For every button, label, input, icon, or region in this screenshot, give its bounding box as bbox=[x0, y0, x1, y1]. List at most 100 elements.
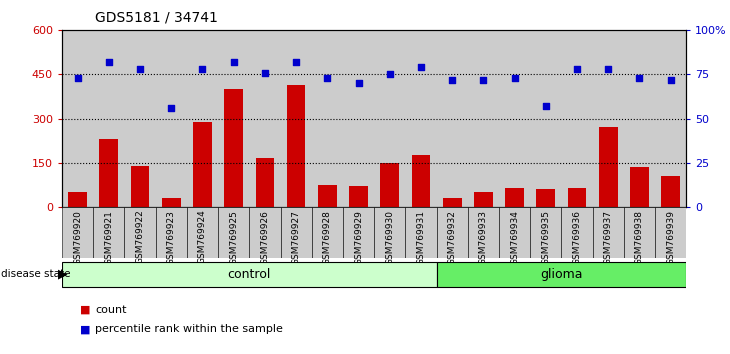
Bar bbox=[255, 159, 274, 207]
Point bbox=[103, 59, 115, 65]
Text: GSM769929: GSM769929 bbox=[354, 210, 363, 264]
Text: GSM769921: GSM769921 bbox=[104, 210, 113, 264]
Bar bbox=[624, 207, 655, 258]
Bar bbox=[131, 166, 150, 207]
Bar bbox=[412, 155, 430, 207]
Text: GSM769924: GSM769924 bbox=[198, 210, 207, 264]
Bar bbox=[62, 30, 93, 207]
Text: ■: ■ bbox=[80, 305, 91, 315]
Bar bbox=[99, 139, 118, 207]
Text: control: control bbox=[228, 268, 271, 281]
Point bbox=[509, 75, 520, 81]
Text: GSM769938: GSM769938 bbox=[635, 210, 644, 265]
Bar bbox=[69, 192, 87, 207]
Point bbox=[353, 80, 364, 86]
Bar bbox=[93, 207, 124, 258]
Point bbox=[134, 66, 146, 72]
Point bbox=[415, 64, 427, 70]
Point bbox=[196, 66, 208, 72]
Text: GSM769932: GSM769932 bbox=[447, 210, 457, 264]
Text: GSM769937: GSM769937 bbox=[604, 210, 612, 265]
Text: GDS5181 / 34741: GDS5181 / 34741 bbox=[95, 11, 218, 25]
Bar bbox=[374, 207, 405, 258]
Text: count: count bbox=[95, 305, 126, 315]
Bar bbox=[312, 207, 343, 258]
Bar bbox=[593, 30, 624, 207]
Bar bbox=[193, 121, 212, 207]
Point bbox=[321, 75, 333, 81]
Bar bbox=[505, 188, 524, 207]
Bar bbox=[218, 30, 250, 207]
Text: GSM769930: GSM769930 bbox=[385, 210, 394, 265]
Bar bbox=[474, 192, 493, 207]
Bar bbox=[593, 207, 624, 258]
Bar bbox=[468, 207, 499, 258]
Text: GSM769928: GSM769928 bbox=[323, 210, 332, 264]
Bar bbox=[437, 30, 468, 207]
Bar bbox=[561, 30, 593, 207]
Text: GSM769925: GSM769925 bbox=[229, 210, 238, 264]
Point bbox=[540, 103, 552, 109]
Text: ▶: ▶ bbox=[58, 268, 67, 281]
Bar bbox=[655, 207, 686, 258]
Bar bbox=[249, 207, 280, 258]
Bar bbox=[599, 127, 618, 207]
Bar bbox=[62, 207, 93, 258]
Bar bbox=[568, 188, 586, 207]
Text: GSM769933: GSM769933 bbox=[479, 210, 488, 265]
Bar bbox=[218, 207, 250, 258]
Bar bbox=[343, 207, 374, 258]
Bar bbox=[499, 30, 530, 207]
Bar bbox=[124, 207, 155, 258]
Text: GSM769931: GSM769931 bbox=[416, 210, 426, 265]
Bar bbox=[561, 207, 593, 258]
Text: disease state: disease state bbox=[1, 269, 71, 279]
Point bbox=[72, 75, 83, 81]
Bar bbox=[124, 30, 155, 207]
Bar bbox=[318, 185, 337, 207]
Bar bbox=[155, 30, 187, 207]
Bar bbox=[630, 167, 649, 207]
Point bbox=[166, 105, 177, 111]
Bar bbox=[530, 207, 561, 258]
Bar bbox=[312, 30, 343, 207]
Bar bbox=[343, 30, 374, 207]
Bar bbox=[405, 207, 437, 258]
Bar bbox=[499, 207, 530, 258]
Bar bbox=[287, 85, 305, 207]
Bar bbox=[468, 30, 499, 207]
Text: GSM769926: GSM769926 bbox=[261, 210, 269, 264]
Text: ■: ■ bbox=[80, 324, 91, 334]
Bar bbox=[280, 30, 312, 207]
Text: GSM769939: GSM769939 bbox=[666, 210, 675, 265]
Bar bbox=[530, 30, 561, 207]
Bar bbox=[380, 164, 399, 207]
Point bbox=[602, 66, 614, 72]
Bar bbox=[155, 207, 187, 258]
Bar bbox=[437, 207, 468, 258]
Bar bbox=[62, 262, 437, 287]
Text: GSM769935: GSM769935 bbox=[541, 210, 550, 265]
Text: GSM769920: GSM769920 bbox=[73, 210, 82, 264]
Bar bbox=[537, 189, 555, 207]
Point bbox=[634, 75, 645, 81]
Text: GSM769936: GSM769936 bbox=[572, 210, 582, 265]
Point bbox=[477, 77, 489, 82]
Bar bbox=[249, 30, 280, 207]
Bar bbox=[374, 30, 405, 207]
Bar bbox=[661, 176, 680, 207]
Text: GSM769922: GSM769922 bbox=[136, 210, 145, 264]
Text: percentile rank within the sample: percentile rank within the sample bbox=[95, 324, 283, 334]
Point bbox=[228, 59, 239, 65]
Bar bbox=[187, 30, 218, 207]
Point bbox=[291, 59, 302, 65]
Point bbox=[384, 72, 396, 77]
Text: GSM769923: GSM769923 bbox=[166, 210, 176, 264]
Bar bbox=[93, 30, 124, 207]
Point bbox=[259, 70, 271, 75]
Point bbox=[571, 66, 583, 72]
Point bbox=[665, 77, 677, 82]
Bar bbox=[437, 262, 686, 287]
Text: GSM769934: GSM769934 bbox=[510, 210, 519, 264]
Bar bbox=[280, 207, 312, 258]
